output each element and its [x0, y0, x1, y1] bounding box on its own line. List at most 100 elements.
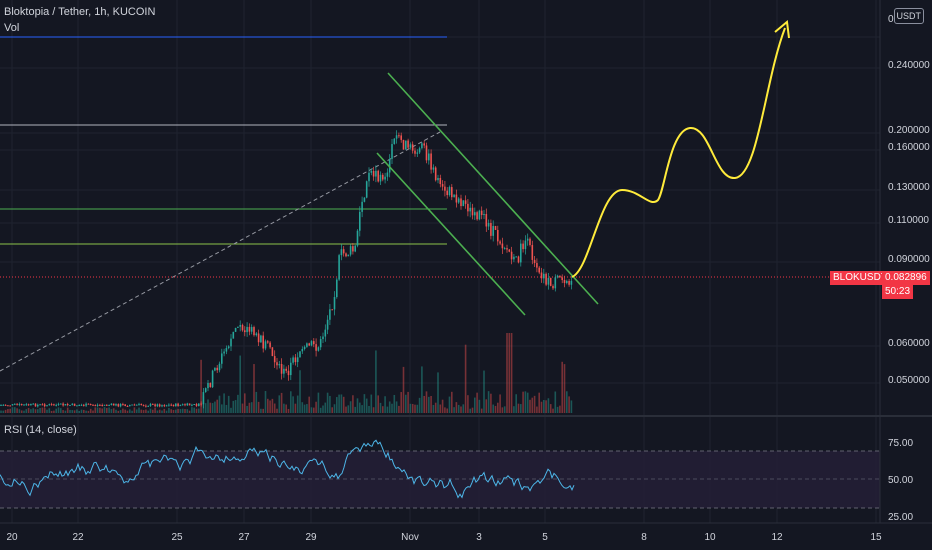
- volume-bar: [373, 407, 375, 413]
- candle-body: [338, 255, 340, 279]
- time-label: 8: [641, 532, 647, 543]
- candle-body: [534, 260, 536, 263]
- candle-body: [463, 200, 465, 206]
- candle-body: [341, 249, 343, 255]
- volume-bar: [44, 408, 46, 413]
- candle-body: [555, 277, 557, 288]
- volume-bar: [299, 370, 301, 413]
- time-label: 15: [870, 532, 882, 543]
- candle-body: [315, 344, 317, 351]
- volume-bar: [12, 407, 14, 413]
- volume-bar: [336, 397, 338, 413]
- volume-bar: [166, 411, 168, 413]
- volume-bar: [322, 406, 324, 413]
- volume-bar: [403, 367, 405, 413]
- volume-bar: [55, 409, 57, 413]
- volume-bar: [350, 401, 352, 413]
- volume-bar: [281, 393, 283, 413]
- volume-bar: [104, 407, 106, 413]
- candle-body: [391, 144, 393, 159]
- volume-bar: [295, 404, 297, 413]
- volume-bar: [46, 410, 48, 413]
- volume-bar: [267, 399, 269, 413]
- candle-body: [405, 141, 407, 150]
- volume-bar: [396, 401, 398, 413]
- candle-body: [168, 405, 170, 406]
- volume-bar: [407, 392, 409, 413]
- volume-bar: [561, 362, 563, 413]
- volume-bar: [564, 364, 566, 413]
- volume-bar: [325, 403, 327, 413]
- volume-bar: [51, 411, 53, 413]
- volume-bar: [32, 408, 34, 413]
- volume-bar: [306, 404, 308, 413]
- candle-body: [375, 171, 377, 177]
- candle-body: [5, 405, 7, 406]
- candle-body: [193, 404, 195, 405]
- volume-bar: [534, 396, 536, 413]
- candle-body: [251, 327, 253, 332]
- candle-body: [74, 404, 76, 406]
- volume-bar: [76, 409, 78, 413]
- candle-body: [456, 195, 458, 203]
- candle-body: [495, 226, 497, 230]
- volume-label[interactable]: Vol: [4, 22, 19, 34]
- candle-body: [260, 336, 262, 343]
- volume-bar: [226, 405, 228, 413]
- volume-bar: [529, 400, 531, 413]
- candle-body: [527, 239, 529, 241]
- candle-body: [223, 352, 225, 354]
- candle-body: [518, 256, 520, 262]
- candle-body: [561, 277, 563, 280]
- candle-body: [161, 405, 163, 406]
- volume-bar: [449, 397, 451, 413]
- candle-body: [472, 208, 474, 216]
- volume-bar: [566, 391, 568, 413]
- chart-title[interactable]: Bloktopia / Tether, 1h, KUCOIN: [4, 6, 155, 18]
- volume-bar: [198, 409, 200, 413]
- candle-body: [515, 256, 517, 257]
- candle-body: [26, 404, 28, 405]
- candle-body: [564, 280, 566, 283]
- volume-bar: [143, 410, 145, 413]
- volume-bar: [30, 409, 32, 413]
- symbol-tag: BLOKUSDT: [830, 271, 890, 285]
- candle-body: [83, 405, 85, 406]
- volume-bar: [421, 366, 423, 413]
- volume-bar: [545, 400, 547, 413]
- price-label: 0.130000: [888, 182, 930, 193]
- candle-body: [359, 212, 361, 231]
- candle-body: [366, 181, 368, 197]
- volume-bar: [92, 411, 94, 413]
- candle-body: [159, 404, 161, 406]
- candle-body: [281, 364, 283, 374]
- rsi-label[interactable]: RSI (14, close): [4, 424, 77, 436]
- volume-bar: [3, 411, 5, 413]
- volume-bar: [463, 404, 465, 413]
- candle-body: [210, 383, 212, 387]
- rsi-level-label: 50.00: [888, 475, 913, 486]
- volume-bar: [212, 403, 214, 413]
- candle-body: [184, 404, 186, 405]
- volume-bar: [511, 333, 513, 413]
- volume-bar: [223, 393, 225, 413]
- volume-bar: [371, 395, 373, 413]
- candle-body: [373, 171, 375, 177]
- price-label: 0.090000: [888, 254, 930, 265]
- candle-body: [136, 405, 138, 406]
- volume-bar: [492, 405, 494, 413]
- candle-body: [39, 404, 41, 405]
- currency-selector[interactable]: USDT: [894, 8, 925, 24]
- candle-body: [65, 404, 67, 405]
- candle-body: [164, 405, 166, 406]
- volume-bar: [122, 409, 124, 413]
- volume-bar: [555, 391, 557, 413]
- volume-bar: [81, 410, 83, 413]
- volume-bar: [0, 411, 2, 413]
- volume-bar: [550, 404, 552, 413]
- candle-body: [177, 404, 179, 406]
- volume-bar: [285, 405, 287, 413]
- volume-bar: [451, 392, 453, 413]
- volume-bar: [283, 404, 285, 413]
